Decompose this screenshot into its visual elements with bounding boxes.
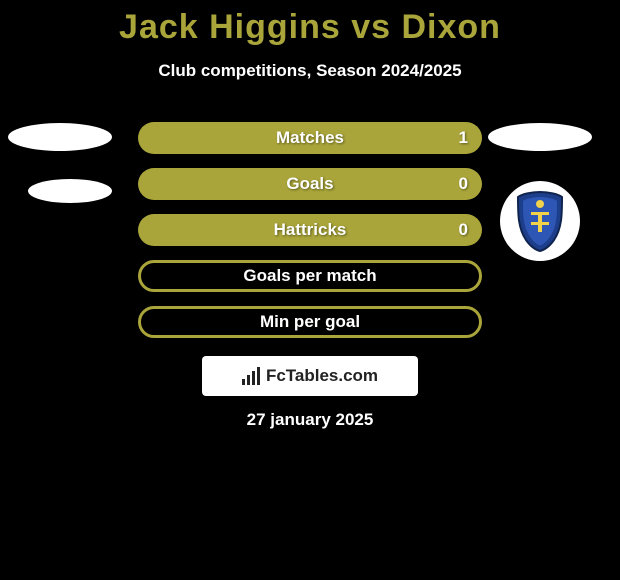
branding-box: FcTables.com <box>202 356 418 396</box>
page-subtitle: Club competitions, Season 2024/2025 <box>0 61 620 81</box>
stat-value-right: 1 <box>459 128 468 148</box>
player-left-photo-bottom <box>28 179 112 203</box>
stat-value-right: 0 <box>459 174 468 194</box>
stat-value-right: 0 <box>459 220 468 240</box>
stats-rows: Matches 1 Goals 0 Hattricks 0 Goals per match M… <box>138 122 482 338</box>
stat-row-gpm: Goals per match <box>138 260 482 292</box>
page-title: Jack Higgins vs Dixon <box>0 0 620 47</box>
player-right-photo <box>488 123 592 151</box>
comparison-card: Jack Higgins vs Dixon Club competitions,… <box>0 0 620 580</box>
stat-row-goals: Goals 0 <box>138 168 482 200</box>
stat-row-hattricks: Hattricks 0 <box>138 214 482 246</box>
date-text: 27 january 2025 <box>0 410 620 430</box>
stat-label: Goals per match <box>243 266 376 286</box>
club-badge-right <box>500 181 580 261</box>
stat-row-mpg: Min per goal <box>138 306 482 338</box>
branding-text: FcTables.com <box>266 366 378 386</box>
player-left-photo-top <box>8 123 112 151</box>
stat-label: Goals <box>286 174 333 194</box>
shield-icon <box>514 190 566 252</box>
stat-label: Hattricks <box>274 220 347 240</box>
stat-label: Min per goal <box>260 312 360 332</box>
stat-label: Matches <box>276 128 344 148</box>
bars-icon <box>242 367 260 385</box>
stat-row-matches: Matches 1 <box>138 122 482 154</box>
